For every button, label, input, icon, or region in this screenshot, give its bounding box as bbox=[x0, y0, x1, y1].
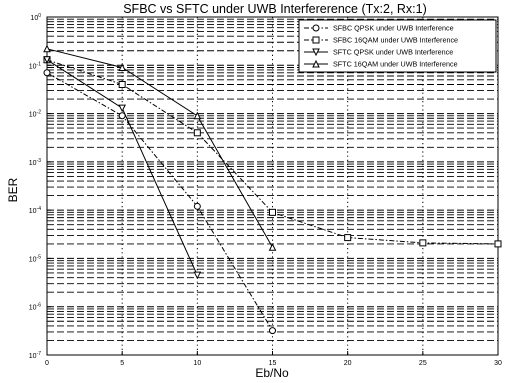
legend-entry: SFTC QPSK under UWB Interference bbox=[333, 48, 453, 57]
axis-ticks: 0 5 10 15 20 25 30 10-7 10-6 10-5 10-4 10-3 10-2 10-1… bbox=[29, 13, 502, 367]
legend-entry: SFTC 16QAM under UWB Interference bbox=[333, 60, 458, 69]
x-tick-label: 20 bbox=[344, 360, 352, 367]
x-tick-label: 0 bbox=[45, 360, 49, 367]
series-4 bbox=[43, 44, 277, 251]
chart-title: SFBC vs SFTC under UWB Interfererence (T… bbox=[123, 2, 427, 16]
legend-box bbox=[298, 19, 497, 73]
y-tick-label: 10-6 bbox=[29, 303, 41, 312]
series-group bbox=[43, 44, 502, 335]
y-tick-label: 10-1 bbox=[29, 61, 41, 70]
marker-triangle-up bbox=[312, 59, 320, 68]
marker-square bbox=[312, 36, 320, 44]
x-tick-label: 10 bbox=[193, 360, 201, 367]
x-tick-label: 5 bbox=[120, 360, 124, 367]
marker-circle bbox=[269, 327, 276, 335]
x-axis-label: Eb/No bbox=[255, 366, 289, 380]
series-line bbox=[46, 48, 273, 248]
y-tick-label: 10-2 bbox=[29, 110, 41, 119]
y-tick-label: 10-7 bbox=[29, 351, 41, 360]
legend-entry: SFBC QPSK under UWB Interference bbox=[333, 24, 454, 33]
grid bbox=[46, 17, 499, 356]
series-line bbox=[46, 59, 198, 276]
y-tick-label: 10-3 bbox=[29, 158, 41, 167]
marker-triangle-up bbox=[43, 44, 51, 53]
y-tick-label: 10-4 bbox=[29, 206, 41, 215]
y-tick-label: 100 bbox=[30, 13, 41, 22]
series-1 bbox=[43, 69, 276, 335]
marker-square bbox=[269, 208, 276, 216]
marker-triangle-up bbox=[268, 243, 277, 251]
series-line bbox=[46, 72, 273, 331]
legend: SFBC QPSK under UWB Interference SFBC 16Q… bbox=[298, 19, 497, 73]
marker-square bbox=[344, 234, 352, 242]
marker-square bbox=[494, 240, 502, 248]
marker-triangle-down bbox=[193, 271, 202, 280]
marker-square bbox=[419, 239, 427, 247]
marker-triangle-down bbox=[118, 104, 126, 113]
marker-triangle-up bbox=[193, 111, 202, 120]
marker-triangle-down bbox=[43, 56, 51, 64]
legend-entry: SFBC 16QAM under UWB Interference bbox=[333, 36, 458, 45]
x-tick-label: 30 bbox=[494, 360, 502, 367]
marker-triangle-down bbox=[312, 48, 320, 57]
marker-circle bbox=[43, 69, 51, 77]
marker-triangle-up bbox=[118, 63, 126, 71]
x-tick-label: 25 bbox=[419, 360, 427, 367]
y-axis-label: BER bbox=[6, 177, 20, 202]
series-3 bbox=[43, 56, 202, 280]
marker-square bbox=[118, 81, 126, 89]
y-tick-label: 10-5 bbox=[29, 254, 41, 263]
marker-circle bbox=[193, 202, 201, 210]
x-tick-label: 15 bbox=[269, 360, 277, 367]
marker-square bbox=[193, 129, 201, 137]
marker-circle bbox=[312, 24, 320, 32]
